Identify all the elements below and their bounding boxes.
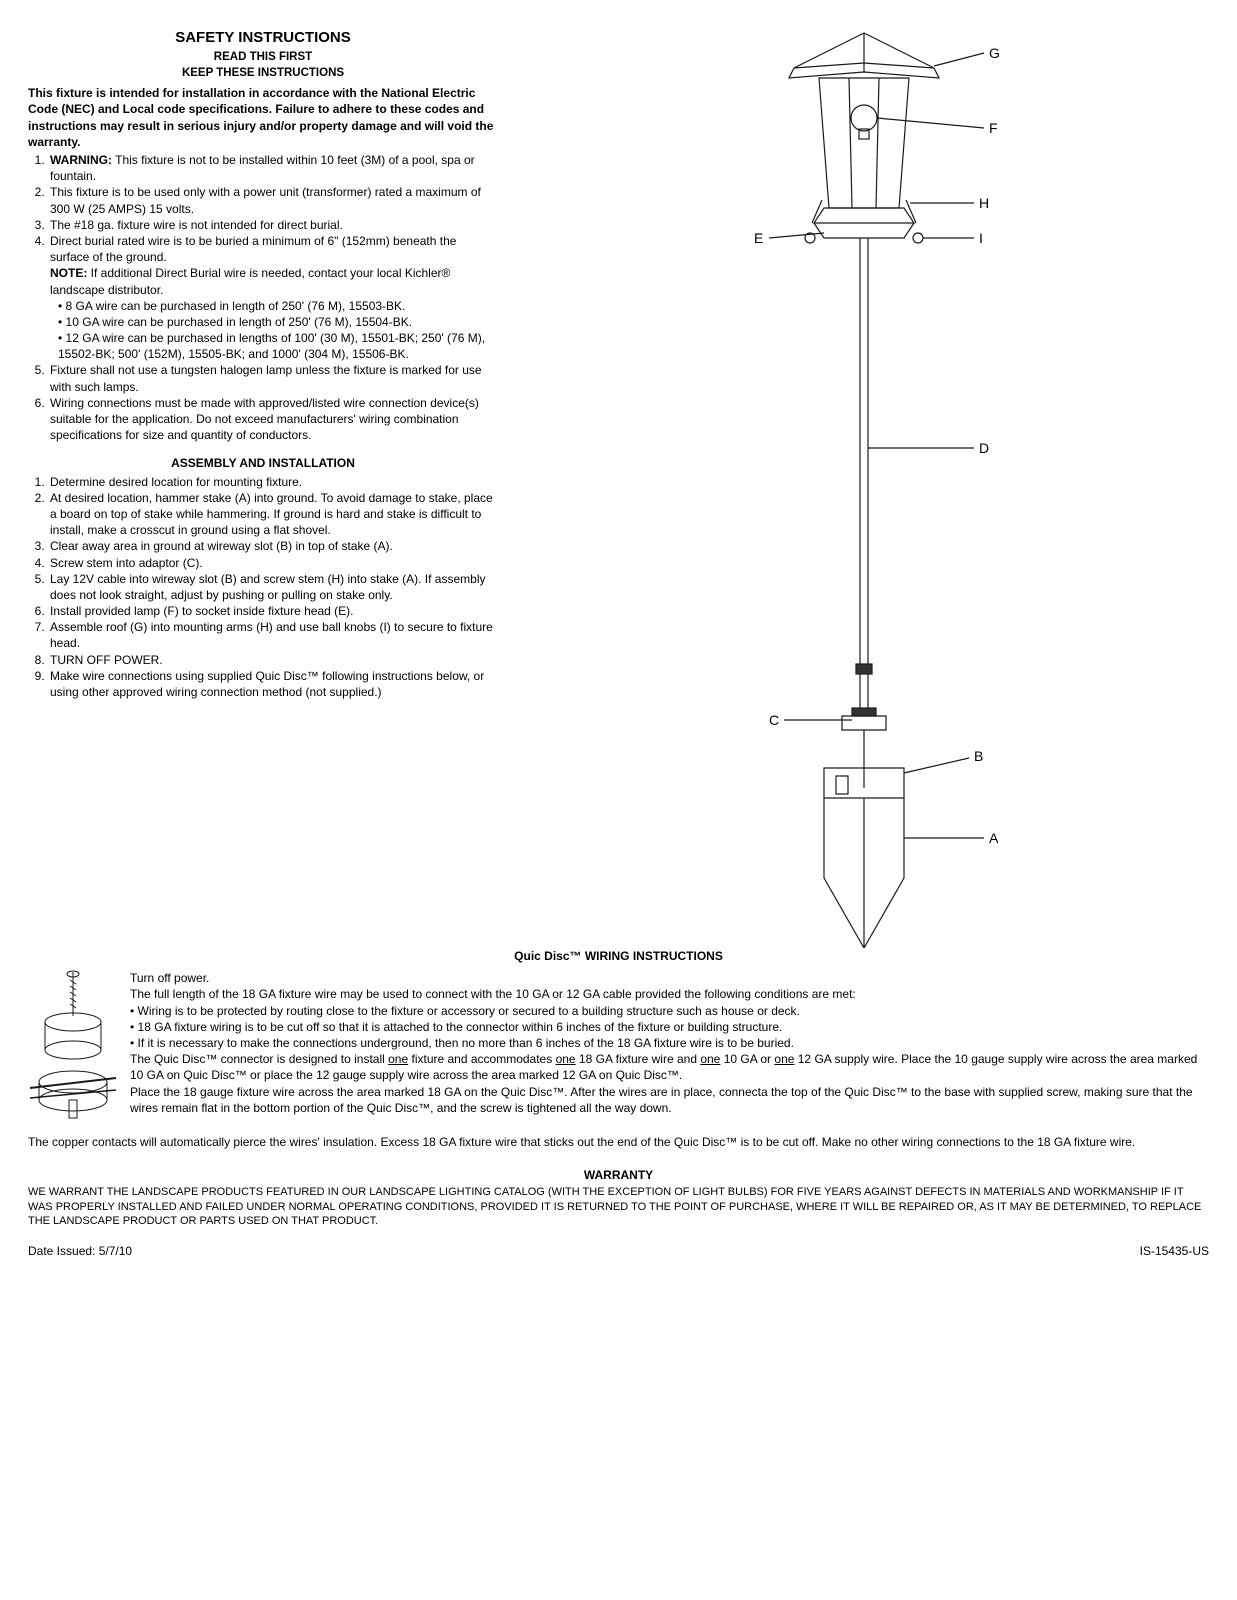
assembly-item: TURN OFF POWER. xyxy=(48,652,498,668)
safety-text: Direct burial rated wire is to be buried… xyxy=(50,234,456,264)
subhead-2: KEEP THESE INSTRUCTIONS xyxy=(28,66,498,82)
footer: Date Issued: 5/7/10 IS-15435-US xyxy=(28,1243,1209,1259)
safety-item-1: WARNING: This fixture is not to be insta… xyxy=(48,152,498,184)
label-d: D xyxy=(979,440,989,456)
intro-paragraph: This fixture is intended for installatio… xyxy=(28,85,498,150)
quic-bullets: Wiring is to be protected by routing clo… xyxy=(130,1003,1209,1052)
assembly-item: Clear away area in ground at wireway slo… xyxy=(48,538,498,554)
quic-text: Turn off power. The full length of the 1… xyxy=(130,970,1209,1134)
quic-line: The Quic Disc™ connector is designed to … xyxy=(130,1051,1209,1083)
quic-section: Turn off power. The full length of the 1… xyxy=(28,970,1209,1134)
label-f: F xyxy=(989,120,998,136)
fixture-diagram: G F H I E D C B A xyxy=(674,28,1054,948)
text-column: SAFETY INSTRUCTIONS READ THIS FIRST KEEP… xyxy=(28,28,498,948)
diagram-column: G F H I E D C B A xyxy=(518,28,1209,948)
warranty-body: WE WARRANT THE LANDSCAPE PRODUCTS FEATUR… xyxy=(28,1185,1209,1230)
safety-item-6: Wiring connections must be made with app… xyxy=(48,395,498,444)
assembly-item: Screw stem into adaptor (C). xyxy=(48,555,498,571)
label-i: I xyxy=(979,230,983,246)
label-h: H xyxy=(979,195,989,211)
assembly-list: Determine desired location for mounting … xyxy=(28,474,498,701)
label-e: E xyxy=(754,230,763,246)
label-a: A xyxy=(989,830,999,846)
quic-bullet: If it is necessary to make the connectio… xyxy=(130,1035,1209,1051)
assembly-heading: ASSEMBLY AND INSTALLATION xyxy=(28,455,498,471)
wire-sublist: 8 GA wire can be purchased in length of … xyxy=(50,298,498,363)
quic-bullet: Wiring is to be protected by routing clo… xyxy=(130,1003,1209,1019)
label-g: G xyxy=(989,45,1000,61)
safety-text: This fixture is not to be installed with… xyxy=(50,153,475,183)
wire-item: 10 GA wire can be purchased in length of… xyxy=(58,314,498,330)
safety-text: If additional Direct Burial wire is need… xyxy=(50,266,450,296)
safety-item-3: The #18 ga. fixture wire is not intended… xyxy=(48,217,498,233)
safety-item-4: Direct burial rated wire is to be buried… xyxy=(48,233,498,363)
footer-doc: IS-15435-US xyxy=(1140,1243,1209,1259)
wire-item: 8 GA wire can be purchased in length of … xyxy=(58,298,498,314)
label-c: C xyxy=(769,712,779,728)
quic-line: The full length of the 18 GA fixture wir… xyxy=(130,986,1209,1002)
quic-line: Turn off power. xyxy=(130,970,1209,986)
quic-bullet: 18 GA fixture wiring is to be cut off so… xyxy=(130,1019,1209,1035)
assembly-item: Install provided lamp (F) to socket insi… xyxy=(48,603,498,619)
assembly-item: Assemble roof (G) into mounting arms (H)… xyxy=(48,619,498,651)
footer-date: Date Issued: 5/7/10 xyxy=(28,1243,132,1259)
safety-item-2: This fixture is to be used only with a p… xyxy=(48,184,498,216)
label-b: B xyxy=(974,748,983,764)
warranty-heading: WARRANTY xyxy=(28,1167,1209,1183)
quic-line: Place the 18 gauge fixture wire across t… xyxy=(130,1084,1209,1116)
page-title: SAFETY INSTRUCTIONS xyxy=(28,28,498,48)
assembly-item: Determine desired location for mounting … xyxy=(48,474,498,490)
quic-heading: Quic Disc™ WIRING INSTRUCTIONS xyxy=(28,948,1209,964)
wire-item: 12 GA wire can be purchased in lengths o… xyxy=(58,330,498,362)
assembly-item: Make wire connections using supplied Qui… xyxy=(48,668,498,700)
assembly-item: Lay 12V cable into wireway slot (B) and … xyxy=(48,571,498,603)
quic-diagram xyxy=(28,970,118,1134)
safety-list: WARNING: This fixture is not to be insta… xyxy=(28,152,498,443)
assembly-item: At desired location, hammer stake (A) in… xyxy=(48,490,498,539)
subhead-1: READ THIS FIRST xyxy=(28,50,498,66)
safety-item-5: Fixture shall not use a tungsten halogen… xyxy=(48,362,498,394)
quic-line-last: The copper contacts will automatically p… xyxy=(28,1134,1209,1150)
note-label: NOTE: xyxy=(50,266,87,280)
warning-label: WARNING: xyxy=(50,153,112,167)
